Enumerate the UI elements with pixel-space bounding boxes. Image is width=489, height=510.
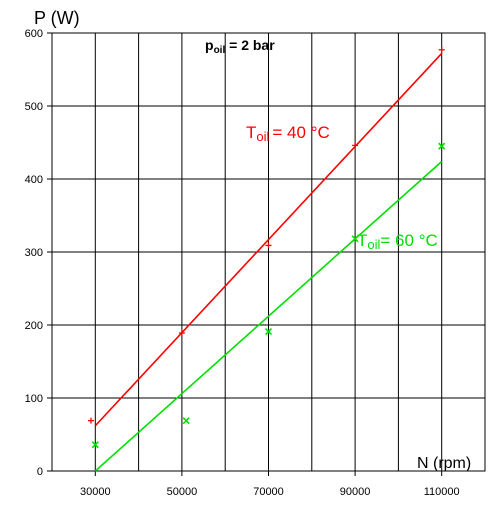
x-tick-label: 30000	[80, 486, 111, 498]
x-tick-label: 50000	[167, 486, 198, 498]
data-point	[264, 328, 273, 336]
data-point	[178, 330, 185, 337]
data-point-stroke	[91, 441, 99, 449]
x-tick-label: 90000	[340, 486, 371, 498]
y-tick-label: 400	[25, 174, 43, 186]
data-point-stroke	[264, 328, 273, 336]
grid	[51, 32, 486, 472]
data-point	[87, 417, 94, 424]
series-label-40c-rest: = 40 °C	[272, 123, 329, 142]
series-0	[87, 46, 445, 427]
series-label-40c-main: T	[246, 123, 256, 142]
data-point-stroke	[182, 417, 190, 425]
pressure-annotation-main: p	[205, 37, 214, 53]
data-point	[352, 142, 359, 149]
series-label-60c-main: T	[357, 231, 367, 250]
y-tick-label: 500	[25, 101, 43, 113]
x-tick-label: 110000	[424, 486, 460, 498]
pressure-annotation-sub: oil	[214, 45, 226, 56]
y-tick-label: 600	[25, 28, 43, 40]
y-axis-label: P (W)	[34, 8, 80, 28]
data-point	[265, 242, 272, 249]
y-tick-label: 200	[25, 320, 43, 332]
pressure-annotation: poil = 2 bar	[205, 37, 275, 56]
data-point	[438, 142, 446, 150]
data-point	[182, 417, 190, 425]
x-tick-label: 70000	[253, 486, 284, 498]
series-label-40c-sub: oil	[256, 129, 269, 144]
series-layer	[87, 46, 446, 472]
series-label-60c: Toil= 60 °C	[357, 231, 438, 252]
x-axis-label: N (rpm)	[417, 455, 471, 472]
data-point	[91, 441, 99, 449]
y-tick-label: 100	[25, 393, 43, 405]
data-point	[438, 46, 445, 53]
y-tick-label: 300	[25, 247, 43, 259]
series-label-60c-rest: = 60 °C	[380, 231, 437, 250]
data-point-stroke	[351, 235, 359, 243]
axis-ticks: 0 100 200 300 400 500 600 30000 50000 70000 90000 1…	[25, 28, 460, 498]
series-label-60c-sub: oil	[367, 237, 380, 252]
y-tick-label: 0	[37, 466, 43, 478]
data-point-stroke	[438, 142, 446, 150]
data-point	[351, 235, 359, 243]
series-fit-line	[94, 52, 443, 427]
pressure-annotation-rest: = 2 bar	[225, 37, 275, 53]
series-fit-line	[94, 160, 443, 472]
series-1	[91, 142, 446, 472]
series-label-40c: Toil = 40 °C	[246, 123, 330, 144]
